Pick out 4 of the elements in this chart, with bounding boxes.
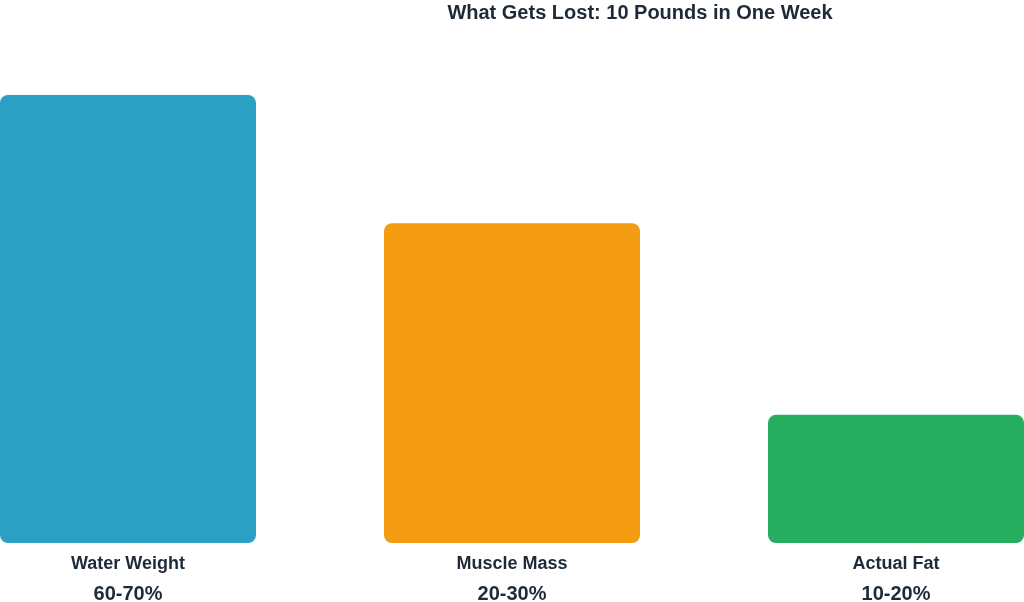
- x-tick-label: Water Weight 60-70%: [70, 553, 186, 602]
- chart-title: What Gets Lost: 10 Pounds in One Week: [447, 1, 834, 23]
- x-tick-label: Muscle Mass 20-30%: [456, 553, 568, 602]
- x-tick-label: Actual Fat 10-20%: [852, 553, 940, 602]
